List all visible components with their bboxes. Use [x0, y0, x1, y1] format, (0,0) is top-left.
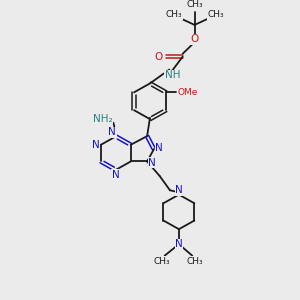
Text: CH₃: CH₃ — [166, 10, 182, 19]
Text: CH₃: CH₃ — [186, 0, 203, 9]
Text: NH₂: NH₂ — [93, 113, 113, 124]
Text: N: N — [175, 185, 183, 195]
Text: OMe: OMe — [177, 88, 197, 97]
Text: N: N — [92, 140, 100, 150]
Text: N: N — [108, 127, 116, 137]
Text: N: N — [175, 239, 183, 249]
Text: O: O — [154, 52, 162, 61]
Text: N: N — [112, 170, 120, 180]
Text: O: O — [190, 34, 199, 44]
Text: CH₃: CH₃ — [186, 257, 203, 266]
Text: N: N — [148, 158, 156, 168]
Text: NH: NH — [164, 70, 180, 80]
Text: N: N — [155, 142, 163, 153]
Text: CH₃: CH₃ — [154, 257, 171, 266]
Text: CH₃: CH₃ — [207, 10, 224, 19]
